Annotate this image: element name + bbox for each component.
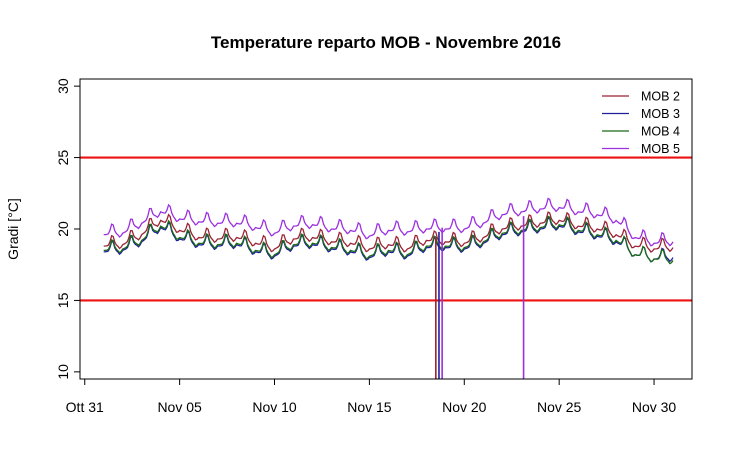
x-tick-label: Nov 15	[347, 399, 392, 415]
chart-title: Temperature reparto MOB - Novembre 2016	[211, 33, 561, 52]
x-axis: Ott 31 Nov 05 Nov 10 Nov 15 Nov 20 Nov 25 Nov …	[66, 378, 677, 415]
y-tick-label: 25	[55, 150, 71, 166]
legend-label: MOB 2	[641, 90, 680, 104]
annotation-layer	[435, 216, 525, 379]
reference-lines	[80, 156, 692, 302]
series-line-mob-5	[103, 197, 674, 247]
y-tick-label: 20	[55, 221, 71, 237]
legend-label: MOB 3	[641, 107, 680, 121]
series-line-mob-3	[103, 216, 674, 263]
y-axis-label: Gradi [°C]	[5, 198, 21, 260]
y-tick-label: 15	[55, 292, 71, 308]
x-tick-label: Nov 20	[442, 399, 487, 415]
legend-label: MOB 4	[641, 125, 680, 139]
x-tick-label: Ott 31	[66, 399, 104, 415]
x-tick-label: Nov 10	[252, 399, 297, 415]
series-line-mob-2	[103, 211, 674, 253]
series-line-mob-4	[103, 215, 674, 265]
x-tick-label: Nov 25	[537, 399, 582, 415]
x-tick-label: Nov 05	[157, 399, 202, 415]
y-tick-label: 30	[55, 78, 71, 94]
x-tick-label: Nov 30	[632, 399, 677, 415]
series-layer	[103, 197, 674, 265]
legend-label: MOB 5	[641, 142, 680, 156]
y-tick-label: 10	[55, 364, 71, 380]
legend: MOB 2 MOB 3 MOB 4 MOB 5	[602, 90, 680, 156]
y-axis: 10 15 20 25 30	[55, 78, 80, 380]
